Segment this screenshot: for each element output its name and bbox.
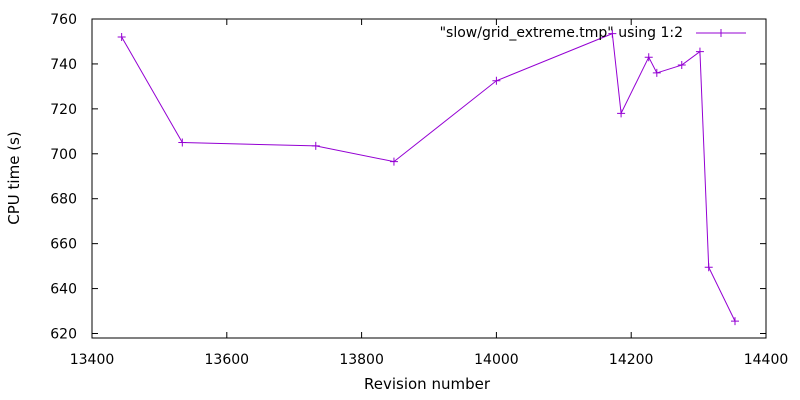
data-point [730, 317, 739, 326]
data-point [644, 53, 653, 62]
x-tick-label: 14200 [609, 352, 654, 368]
axis-ticks [91, 18, 767, 338]
legend-marker-plus [717, 29, 725, 37]
series-line [121, 32, 736, 322]
legend-marker [717, 29, 725, 37]
series-layer [117, 29, 739, 326]
legend-label: "slow/grid_extreme.tmp" using 1:2 [440, 25, 683, 41]
data-point [311, 141, 320, 150]
y-tick-label: 720 [50, 102, 77, 118]
y-axis-label: CPU time (s) [5, 131, 23, 224]
x-tick-label: 14000 [474, 352, 519, 368]
data-point [617, 109, 626, 118]
y-tick-label: 680 [50, 192, 77, 208]
x-tick-label: 13600 [205, 352, 250, 368]
data-point [652, 68, 661, 77]
y-tick-label: 740 [50, 57, 77, 73]
plot-frame [91, 18, 767, 339]
data-point [677, 61, 686, 70]
y-tick-label: 660 [50, 237, 77, 253]
data-point [492, 76, 501, 85]
x-axis-label: Revision number [364, 375, 491, 393]
data-point [178, 138, 187, 147]
y-tick-label: 620 [50, 327, 77, 343]
tick-labels: 13400 13600 13800 14000 14200 14400 620 640 660 6… [50, 12, 788, 368]
x-tick-label: 14400 [744, 352, 789, 368]
y-tick-label: 640 [50, 282, 77, 298]
legend: "slow/grid_extreme.tmp" using 1:2 [440, 25, 746, 41]
data-point [695, 47, 704, 56]
y-tick-label: 760 [50, 12, 77, 28]
data-point [704, 263, 713, 272]
data-point [608, 29, 617, 38]
data-point [389, 157, 398, 166]
x-tick-label: 13400 [70, 352, 115, 368]
y-tick-label: 700 [50, 147, 77, 163]
x-tick-label: 13800 [339, 352, 384, 368]
data-point [117, 32, 126, 41]
